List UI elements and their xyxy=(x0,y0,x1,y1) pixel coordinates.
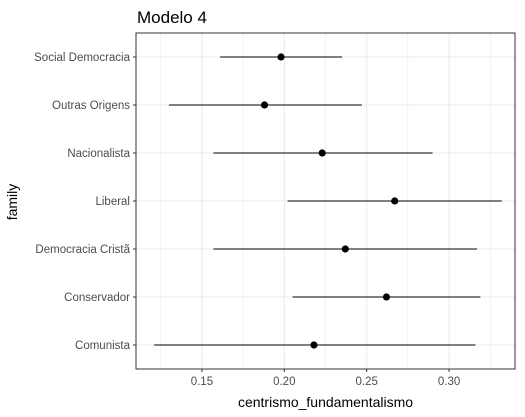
y-tick-label: Nacionalista xyxy=(67,148,130,160)
point-estimate xyxy=(382,293,391,301)
panel-border xyxy=(135,32,516,370)
x-axis-ticks: 0.15 0.20 0.25 0.30 xyxy=(191,369,460,388)
point-estimate xyxy=(277,53,285,61)
x-tick-label: 0.25 xyxy=(356,376,378,388)
point-estimate xyxy=(260,101,269,109)
x-axis-title: centrismo_fundamentalismo xyxy=(238,394,413,410)
data-marks xyxy=(154,53,502,349)
y-tick-label: Liberal xyxy=(95,196,130,208)
y-tick-label: Social Democracia xyxy=(34,52,130,64)
y-tick-label: Democracia Cristã xyxy=(35,244,130,256)
x-tick-label: 0.20 xyxy=(273,376,295,388)
point-estimate xyxy=(341,245,349,253)
y-tick-label: Comunista xyxy=(75,340,131,352)
y-axis-ticks: Comunista Conservador Democracia Cristã Lib… xyxy=(34,52,136,352)
x-tick-label: 0.15 xyxy=(191,376,213,388)
chart-title: Modelo 4 xyxy=(137,8,207,27)
x-tick-label: 0.30 xyxy=(438,376,460,388)
y-tick-label: Outras Origens xyxy=(52,100,130,112)
y-tick-label: Conservador xyxy=(64,292,130,304)
point-estimate xyxy=(391,197,399,205)
point-estimate xyxy=(310,341,318,349)
point-estimate xyxy=(318,149,326,157)
y-axis-title: family xyxy=(4,184,20,221)
